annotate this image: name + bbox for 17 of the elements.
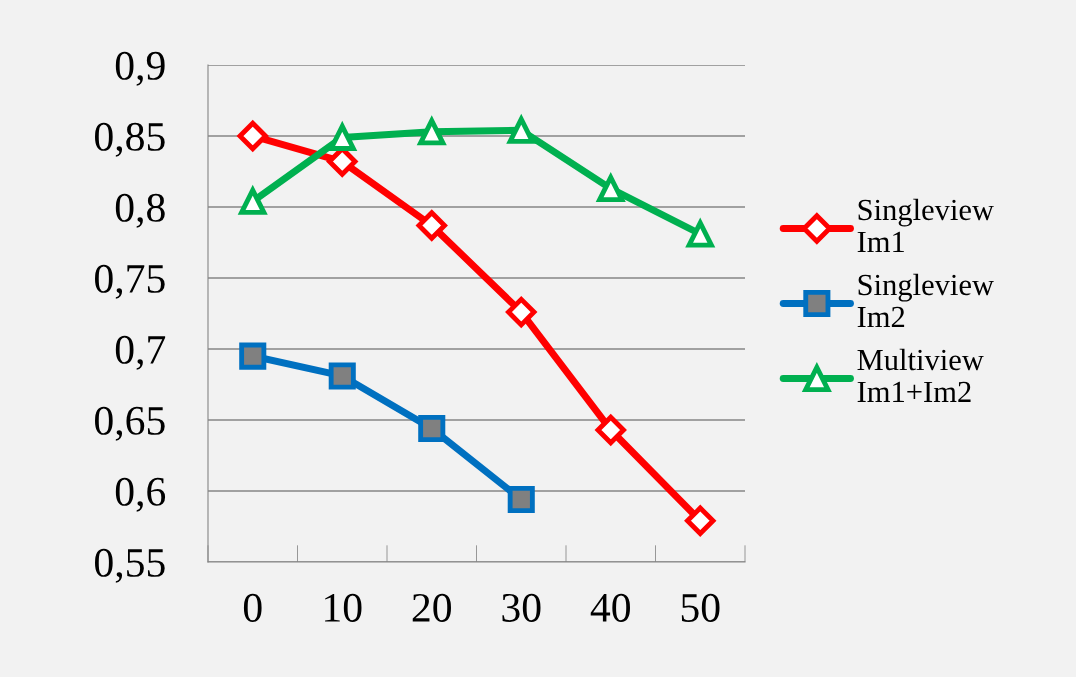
legend-label: Singleview Im2 bbox=[857, 273, 994, 327]
y-tick-label: 0,85 bbox=[95, 122, 165, 157]
y-tick-label: 0,55 bbox=[95, 548, 165, 583]
x-tick-label: 50 bbox=[681, 593, 720, 622]
x-tick-label: 20 bbox=[412, 593, 451, 622]
x-tick-label: 30 bbox=[502, 593, 541, 622]
y-tick-label: 0,9 bbox=[115, 51, 165, 86]
x-tick-label: 40 bbox=[590, 593, 630, 622]
y-tick-label: 0,75 bbox=[95, 264, 165, 299]
y-tick-label: 0,65 bbox=[95, 406, 165, 441]
x-tick-label: 10 bbox=[325, 593, 362, 622]
y-tick-label: 0,8 bbox=[115, 193, 165, 228]
legend-label: Multiview Im1+Im2 bbox=[857, 348, 984, 402]
legend-label: Singleview Im1 bbox=[857, 198, 994, 252]
y-tick-label: 0,7 bbox=[115, 335, 166, 370]
x-tick-label: 0 bbox=[243, 593, 262, 622]
y-tick-label: 0,6 bbox=[115, 477, 166, 512]
